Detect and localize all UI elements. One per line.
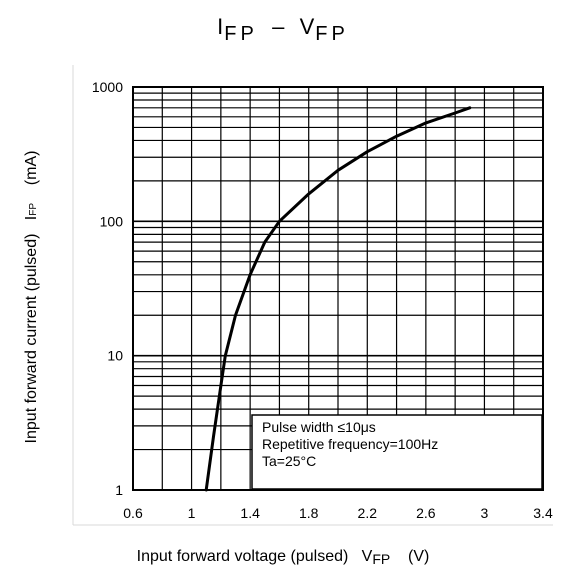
series-line [204, 106, 472, 492]
x-axis-symbol: V [361, 548, 373, 565]
annotation-line: Repetitive frequency=100Hz [262, 436, 438, 452]
x-axis-unit: (V) [408, 548, 430, 565]
y-tick-label: 10 [107, 348, 123, 364]
annotation-box [251, 414, 543, 490]
y-tick-label: 100 [100, 213, 124, 229]
chart-title: IFP – VFP [0, 14, 566, 45]
annotation-line: Ta=25°C [262, 453, 316, 469]
y-tick-label: 1 [115, 482, 123, 498]
title-main2: V [299, 14, 316, 39]
x-tick-label: 1.4 [240, 505, 260, 521]
x-tick-label: 3 [481, 505, 489, 521]
x-tick-label: 0.6 [123, 505, 143, 521]
x-tick-label: 2.6 [416, 505, 436, 521]
title-sub2: FP [315, 23, 349, 45]
x-tick-label: 3.4 [533, 505, 553, 521]
x-tick-label: 2.2 [358, 505, 378, 521]
y-tick-label: 1000 [92, 79, 123, 95]
x-axis-label-text: Input forward voltage (pulsed) [136, 548, 349, 565]
plot-frame [132, 86, 544, 491]
title-sub: FP [224, 23, 258, 45]
title-dash: – [272, 14, 286, 39]
annotation-line: Pulse width ≤10μs [262, 419, 376, 435]
x-axis-symbol-sub: FP [372, 551, 391, 567]
x-axis-label: Input forward voltage (pulsed) VFP (V) [0, 548, 566, 567]
title-main: I [217, 14, 225, 39]
x-tick-label: 1 [188, 505, 196, 521]
x-tick-label: 1.8 [299, 505, 319, 521]
